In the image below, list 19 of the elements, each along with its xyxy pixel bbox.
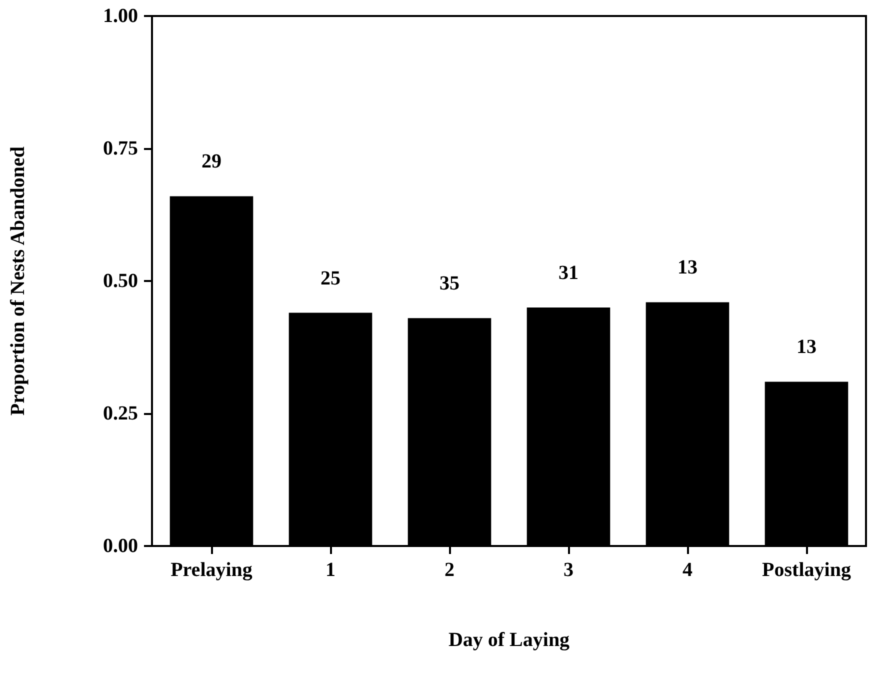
y-tick-label: 0.50 [103,270,138,292]
y-axis-title: Proportion of Nests Abandoned [7,146,29,416]
annotation: 13 [796,336,816,358]
annotation: 29 [202,150,222,173]
y-tick-label: 0.25 [103,402,138,424]
x-tick-label: 1 [326,559,336,581]
annotation: 13 [678,256,698,279]
x-tick-label: 4 [682,559,692,581]
y-tick-label: 0.75 [103,138,138,160]
x-tick-label: 3 [564,559,574,581]
annotation: 31 [558,262,578,284]
x-tick-label: 2 [444,559,454,581]
x-axis-title: Day of Laying [448,629,570,651]
annotation: 25 [320,267,340,290]
annotation: 35 [440,272,460,295]
y-tick-label: 1.00 [103,5,138,27]
y-tick-label: 0.00 [103,535,138,557]
x-tick-label: Prelaying [170,559,252,581]
x-tick-label: Postlaying [762,559,851,581]
